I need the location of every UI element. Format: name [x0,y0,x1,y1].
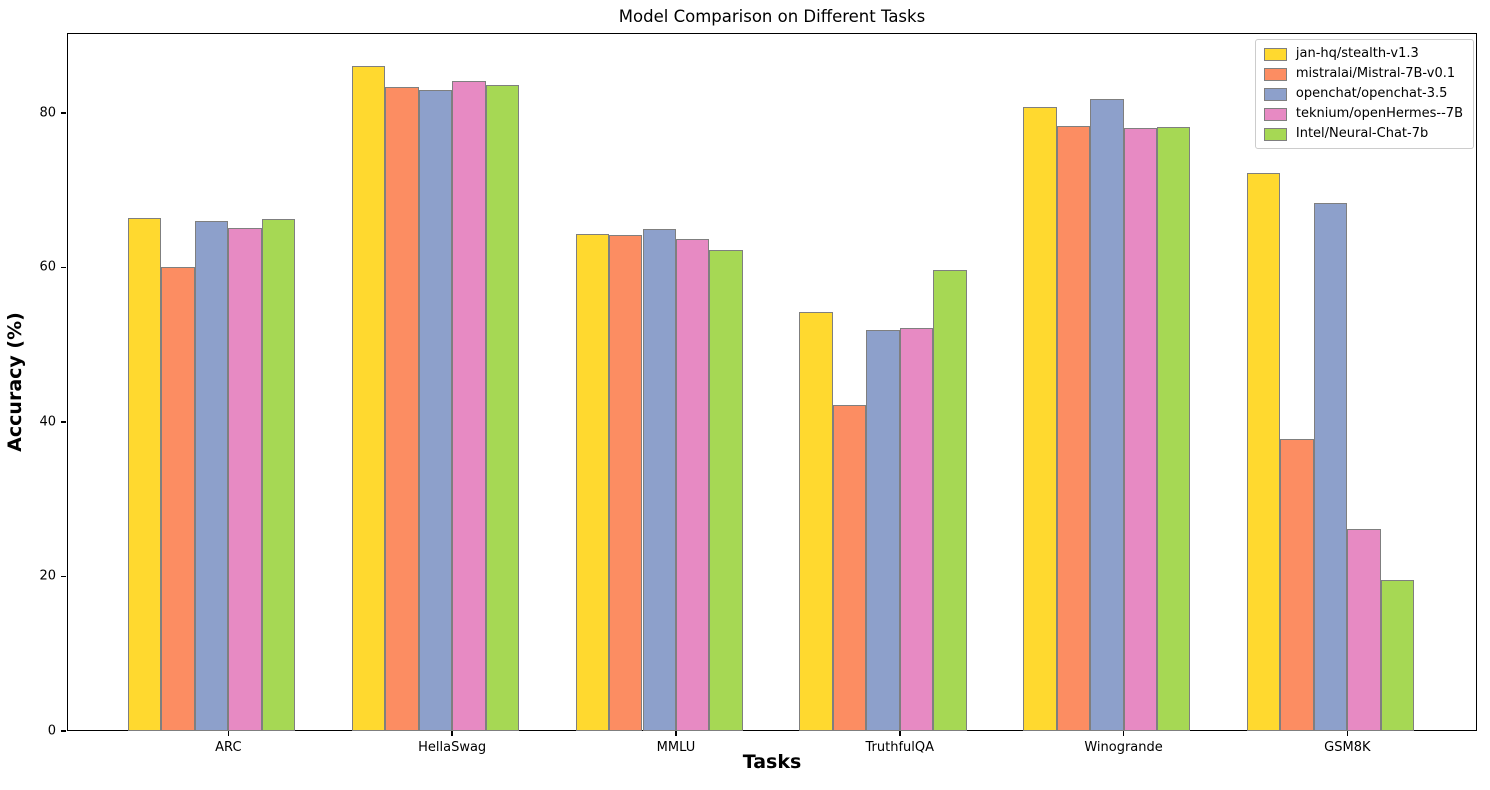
y-tick-mark [60,575,66,578]
bar-intel-neural-chat-7b-winogrande [1157,126,1191,731]
legend-label: mistralai/Mistral-7B-v0.1 [1295,66,1456,81]
legend-swatch [1263,87,1287,101]
legend-item: jan-hq/stealth-v1.3 [1263,46,1463,62]
bar-mistralai-mistral-7b-v0-1-mmlu [609,235,643,731]
legend-label: openchat/openchat-3.5 [1295,86,1448,101]
bar-mistralai-mistral-7b-v0-1-truthfulqa [832,404,867,731]
bar-teknium-openhermes-7b-mmlu [675,238,710,731]
bar-jan-hq-stealth-v1-3-truthfulqa [799,312,833,731]
bar-teknium-openhermes-7b-gsm8k [1347,529,1381,731]
x-tick-mark [675,731,677,736]
bar-intel-neural-chat-7b-truthfulqa [933,269,967,731]
legend-label: teknium/openHermes--7B [1295,106,1463,121]
bar-openchat-openchat-3-5-hellaswag [418,89,453,731]
y-tick-label: 60 [39,259,56,275]
legend-label: jan-hq/stealth-v1.3 [1295,46,1419,61]
legend-item: mistralai/Mistral-7B-v0.1 [1263,66,1463,82]
bar-jan-hq-stealth-v1-3-arc [128,218,162,731]
bar-mistralai-mistral-7b-v0-1-arc [161,267,195,731]
legend-swatch [1263,127,1287,141]
y-axis-label: Accuracy (%) [4,312,26,452]
x-tick-label: ARC [215,740,242,755]
bar-openchat-openchat-3-5-arc [194,221,229,731]
x-tick-label: HellaSwag [418,740,487,755]
bar-intel-neural-chat-7b-hellaswag [485,85,520,731]
legend-label: Intel/Neural-Chat-7b [1295,126,1429,141]
bar-teknium-openhermes-7b-hellaswag [452,80,486,731]
bar-intel-neural-chat-7b-arc [261,218,296,731]
y-tick-label: 20 [39,568,56,584]
legend: jan-hq/stealth-v1.3 mistralai/Mistral-7B-… [1254,39,1474,149]
legend-item: teknium/openHermes--7B [1263,106,1463,122]
chart-title: Model Comparison on Different Tasks [618,7,926,26]
bar-jan-hq-stealth-v1-3-mmlu [575,234,610,731]
bar-jan-hq-stealth-v1-3-gsm8k [1247,173,1281,731]
x-tick-label: GSM8K [1324,740,1371,755]
y-tick-mark [60,730,66,732]
x-tick-mark [227,731,230,736]
y-tick-label: 40 [39,414,56,430]
plot-area [67,33,1477,731]
y-tick-label: 0 [47,723,56,739]
bar-openchat-openchat-3-5-gsm8k [1313,203,1348,731]
x-tick-label: MMLU [656,740,696,755]
bar-openchat-openchat-3-5-truthfulqa [866,330,900,731]
legend-swatch [1263,47,1287,61]
y-tick-mark [60,266,66,269]
x-tick-label: Winogrande [1084,740,1163,755]
x-tick-mark [1122,731,1125,736]
x-axis-label: Tasks [742,751,802,773]
y-tick-mark [60,421,66,423]
bar-mistralai-mistral-7b-v0-1-winogrande [1056,126,1091,731]
bar-jan-hq-stealth-v1-3-winogrande [1023,106,1057,731]
bar-openchat-openchat-3-5-winogrande [1090,99,1124,731]
bar-mistralai-mistral-7b-v0-1-hellaswag [385,87,419,731]
bar-teknium-openhermes-7b-winogrande [1123,128,1157,731]
y-tick-mark [60,112,66,114]
x-tick-label: TruthfulQA [865,740,935,755]
legend-swatch [1263,67,1287,81]
bar-jan-hq-stealth-v1-3-hellaswag [351,65,386,731]
x-tick-mark [451,731,453,736]
x-tick-mark [899,731,901,736]
bar-openchat-openchat-3-5-mmlu [642,228,676,731]
bar-teknium-openhermes-7b-truthfulqa [899,327,934,731]
x-tick-mark [1346,731,1349,736]
y-tick-label: 80 [39,105,56,121]
legend-swatch [1263,107,1287,121]
legend-item: openchat/openchat-3.5 [1263,86,1463,102]
bar-intel-neural-chat-7b-mmlu [709,249,743,731]
bar-intel-neural-chat-7b-gsm8k [1380,580,1415,731]
bar-teknium-openhermes-7b-arc [228,228,262,731]
legend-item: Intel/Neural-Chat-7b [1263,126,1463,142]
bar-mistralai-mistral-7b-v0-1-gsm8k [1280,438,1314,731]
